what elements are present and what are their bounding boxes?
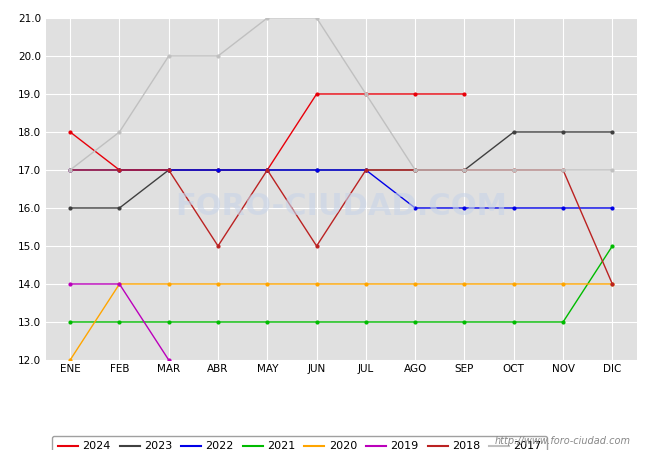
Text: http://www.foro-ciudad.com: http://www.foro-ciudad.com xyxy=(495,436,630,446)
Legend: 2024, 2023, 2022, 2021, 2020, 2019, 2018, 2017: 2024, 2023, 2022, 2021, 2020, 2019, 2018… xyxy=(52,436,547,450)
Text: FORO-CIUDAD.COM: FORO-CIUDAD.COM xyxy=(176,192,507,220)
Text: Afiliados en Tamariz de Campos a 30/9/2024: Afiliados en Tamariz de Campos a 30/9/20… xyxy=(146,10,504,26)
